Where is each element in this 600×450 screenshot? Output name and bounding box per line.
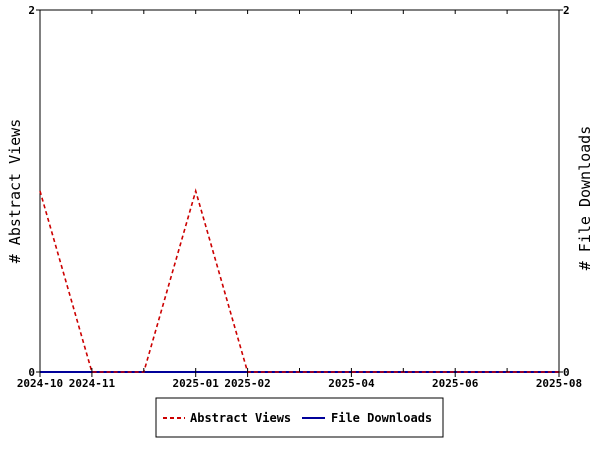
plot-area: [39, 9, 560, 373]
x-tick-label: 2025-01: [173, 377, 220, 390]
legend: Abstract Views File Downloads: [155, 397, 444, 438]
x-tick-label: 2025-06: [432, 377, 479, 390]
y-axes: 0 2 0 2: [28, 4, 569, 379]
legend-label-abstract-views: Abstract Views: [190, 411, 291, 425]
y-left-tick-label: 2: [28, 4, 35, 17]
x-tick-label: 2025-02: [224, 377, 270, 390]
legend-label-file-downloads: File Downloads: [331, 411, 432, 425]
x-tick-label: 2024-11: [69, 377, 116, 390]
y-right-axis-title: # File Downloads: [576, 126, 594, 271]
y-left-axis-title: # Abstract Views: [6, 119, 24, 264]
x-tick-label: 2024-10: [17, 377, 63, 390]
x-axis: 2024-10 2024-11 2025-01 2025-02 2025-04 2025-…: [17, 10, 582, 390]
y-left-tick-label: 0: [28, 366, 35, 379]
x-tick-label: 2025-08: [536, 377, 582, 390]
y-right-tick-label: 0: [563, 366, 570, 379]
x-tick-label: 2025-04: [328, 377, 375, 390]
y-right-tick-label: 2: [563, 4, 570, 17]
legend-box: [155, 397, 444, 438]
